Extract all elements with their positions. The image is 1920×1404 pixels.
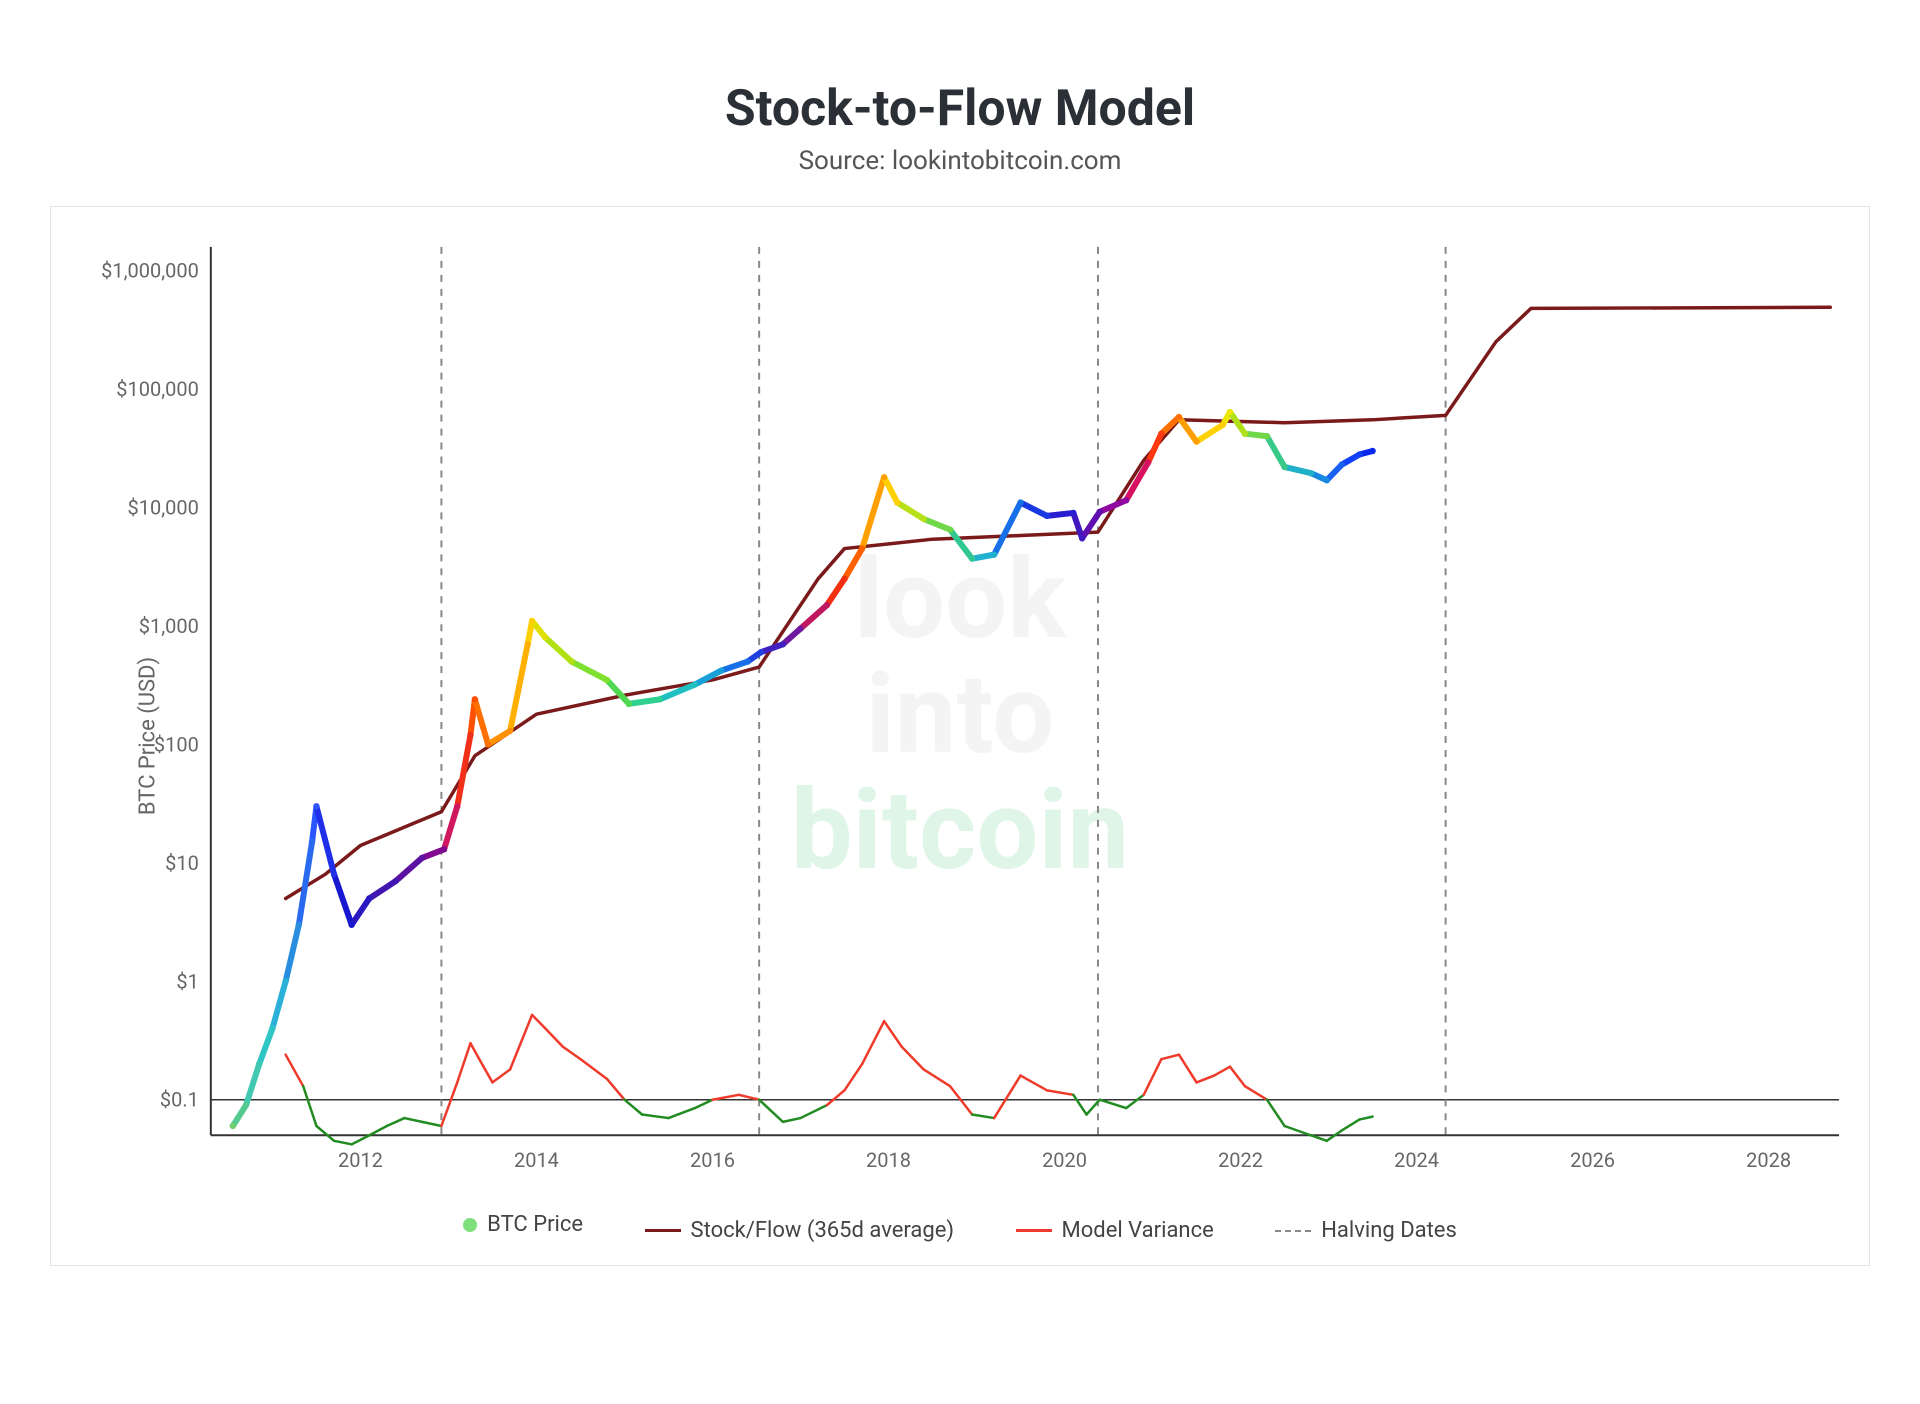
legend-halving-dates: Halving Dates (1275, 1218, 1457, 1243)
svg-text:$100,000: $100,000 (116, 377, 199, 401)
svg-text:2020: 2020 (1042, 1148, 1087, 1172)
chart-plot: $0.1 $1 $10 $100 $1,000 $10,000 $100,000 $1,000… (51, 207, 1869, 1265)
chart-frame: look into bitcoin BTC Price (USD) $0.1$1… (50, 206, 1870, 1266)
svg-text:$1: $1 (176, 969, 198, 993)
svg-text:$0.1: $0.1 (160, 1088, 199, 1112)
legend-btc-price: BTC Price (463, 1212, 583, 1237)
svg-text:2012: 2012 (338, 1148, 383, 1172)
svg-text:$10,000: $10,000 (128, 495, 199, 519)
svg-text:2028: 2028 (1746, 1148, 1791, 1172)
svg-text:2016: 2016 (690, 1148, 735, 1172)
svg-text:2018: 2018 (866, 1148, 911, 1172)
legend-label: Model Variance (1062, 1218, 1214, 1243)
legend-label: Halving Dates (1321, 1218, 1457, 1243)
legend: BTC Price Stock/Flow (365d average) Mode… (51, 1212, 1869, 1243)
svg-text:2026: 2026 (1570, 1148, 1615, 1172)
btc-price-dot-icon (463, 1218, 477, 1232)
svg-text:$1,000: $1,000 (139, 614, 199, 638)
svg-text:$1,000,000: $1,000,000 (101, 259, 199, 283)
svg-text:$100: $100 (154, 732, 199, 756)
svg-text:2022: 2022 (1218, 1148, 1263, 1172)
legend-stock-flow: Stock/Flow (365d average) (645, 1218, 955, 1243)
legend-label: BTC Price (487, 1212, 583, 1237)
chart-title: Stock-to-Flow Model (40, 80, 1880, 138)
chart-source: Source: lookintobitcoin.com (40, 146, 1880, 176)
halving-dash-icon (1275, 1230, 1311, 1232)
stock-flow-line-icon (645, 1229, 681, 1232)
legend-model-variance: Model Variance (1016, 1218, 1214, 1243)
variance-line-icon (1016, 1229, 1052, 1232)
svg-text:$10: $10 (165, 851, 199, 875)
svg-text:2024: 2024 (1394, 1148, 1439, 1172)
svg-text:2014: 2014 (514, 1148, 559, 1172)
legend-label: Stock/Flow (365d average) (691, 1218, 955, 1243)
